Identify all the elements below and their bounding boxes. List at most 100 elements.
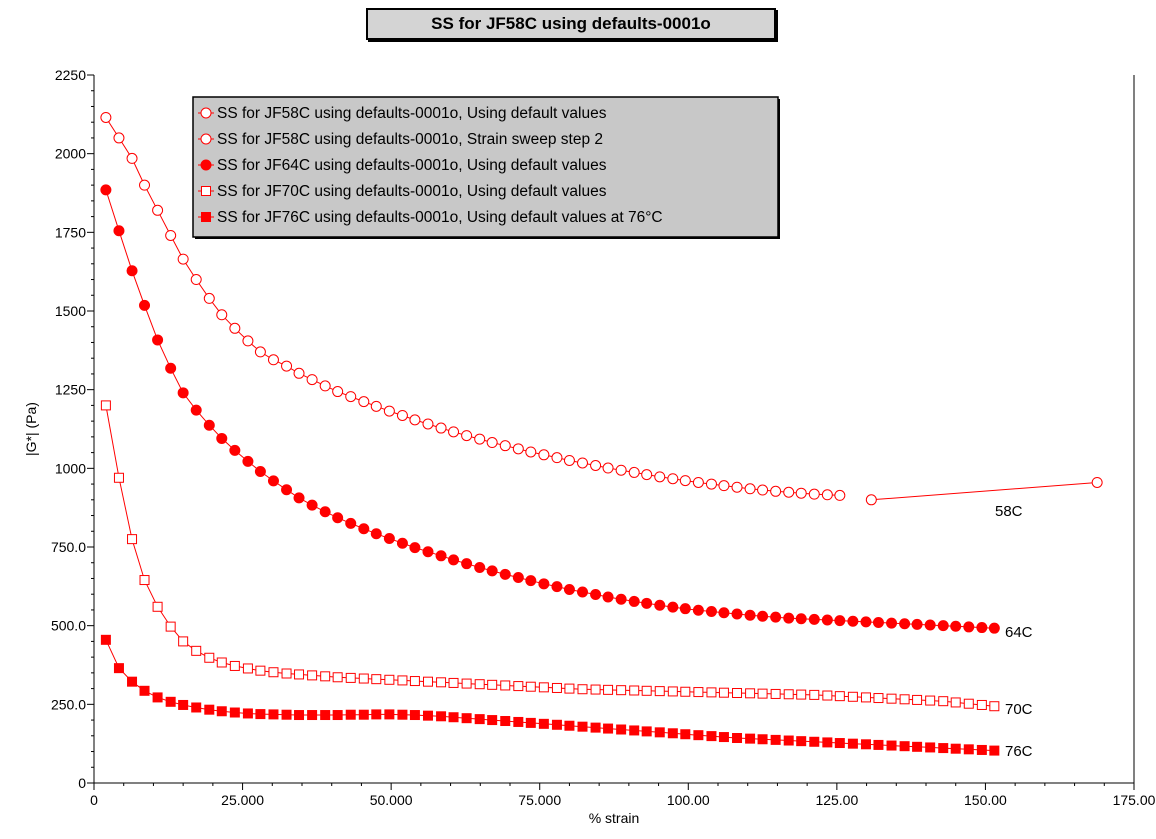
data-point <box>281 668 292 679</box>
data-point <box>293 367 305 379</box>
data-point <box>409 676 420 687</box>
data-point <box>976 622 988 634</box>
data-point <box>654 599 666 611</box>
data-point <box>204 704 215 715</box>
series-line <box>105 189 995 629</box>
data-point <box>603 723 614 734</box>
data-point <box>745 688 756 699</box>
series-4: 70C <box>100 400 1033 718</box>
data-point <box>113 663 124 674</box>
data-point <box>461 430 473 442</box>
data-point <box>165 362 177 374</box>
data-point <box>963 698 974 709</box>
data-point <box>602 591 614 603</box>
data-point <box>680 729 691 740</box>
data-point <box>590 589 602 601</box>
data-point <box>435 422 447 434</box>
data-point <box>500 680 511 691</box>
data-point <box>448 554 460 566</box>
y-tick-label: 1250 <box>55 382 86 398</box>
x-tick-label: 125.00 <box>815 792 858 808</box>
data-point <box>242 335 254 347</box>
data-point <box>436 711 447 722</box>
data-point <box>487 715 498 726</box>
data-point <box>602 462 614 474</box>
legend-box <box>192 96 779 238</box>
data-point <box>383 405 395 417</box>
data-point <box>860 616 872 628</box>
data-point <box>113 472 124 483</box>
data-point <box>152 204 164 216</box>
data-point <box>899 741 910 752</box>
data-point <box>551 719 562 730</box>
data-point <box>590 460 602 472</box>
data-point <box>912 741 923 752</box>
legend-marker <box>201 212 211 222</box>
data-point <box>383 533 395 545</box>
data-point <box>563 583 575 595</box>
data-point <box>641 685 652 696</box>
data-point <box>796 689 807 700</box>
data-point <box>358 673 369 684</box>
data-point <box>654 686 665 697</box>
legend-marker <box>200 133 212 145</box>
legend-label: SS for JF76C using defaults-0001o, Using… <box>217 209 663 226</box>
data-point <box>950 743 961 754</box>
y-tick-label: 0 <box>78 775 86 791</box>
data-point <box>294 710 305 721</box>
data-point <box>396 409 408 421</box>
data-point <box>255 709 266 720</box>
data-point <box>358 523 370 535</box>
y-axis-label: |G*| (Pa) <box>23 402 39 456</box>
data-point <box>267 354 279 366</box>
data-point <box>127 534 138 545</box>
series-3: 64C <box>100 184 1033 641</box>
series-end-label: 58C <box>995 503 1023 520</box>
y-tick-label: 1750 <box>55 224 86 240</box>
data-point <box>229 707 240 718</box>
data-point <box>474 714 485 725</box>
data-point <box>461 558 473 570</box>
data-point <box>268 709 279 720</box>
legend-marker <box>200 107 212 119</box>
data-point <box>242 663 253 674</box>
data-point <box>229 444 241 456</box>
data-point <box>319 506 331 518</box>
data-point <box>577 721 588 732</box>
data-point <box>757 484 769 496</box>
data-point <box>693 730 704 741</box>
legend-marker <box>200 159 212 171</box>
data-point <box>590 722 601 733</box>
data-point <box>525 681 536 692</box>
data-point <box>937 620 949 632</box>
data-point <box>538 682 549 693</box>
legend-label: SS for JF70C using defaults-0001o, Using… <box>217 183 607 200</box>
x-tick-label: 50.000 <box>370 792 413 808</box>
data-point <box>718 607 730 619</box>
data-point <box>332 672 343 683</box>
data-point <box>705 478 717 490</box>
data-point <box>100 184 112 196</box>
data-point <box>306 374 318 386</box>
data-point <box>229 322 241 334</box>
data-point <box>100 400 111 411</box>
x-tick-label: 25.000 <box>221 792 264 808</box>
data-point <box>925 695 936 706</box>
data-point <box>821 489 833 501</box>
data-point <box>564 683 575 694</box>
data-point <box>486 565 498 577</box>
data-point <box>525 717 536 728</box>
data-point <box>795 613 807 625</box>
data-point <box>718 480 730 492</box>
data-point <box>513 716 524 727</box>
data-point <box>834 738 845 749</box>
data-point <box>397 709 408 720</box>
data-point <box>796 736 807 747</box>
data-point <box>345 672 356 683</box>
data-point <box>358 396 370 408</box>
data-point <box>616 724 627 735</box>
data-point <box>551 452 563 464</box>
data-point <box>577 586 589 598</box>
data-point <box>487 679 498 690</box>
